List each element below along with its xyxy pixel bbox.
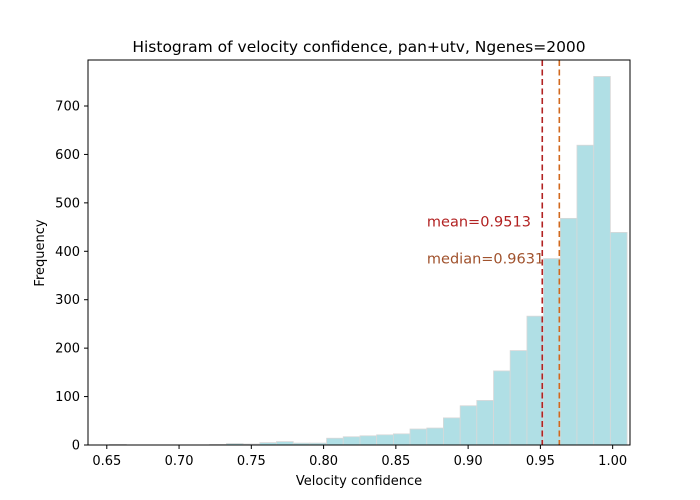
histogram-bar: [342, 436, 361, 446]
x-axis-title: Velocity confidence: [296, 474, 422, 489]
histogram-bar: [443, 417, 461, 446]
y-tick-label: 200: [55, 342, 80, 357]
histogram-bar: [326, 437, 344, 446]
y-tick-label: 600: [55, 148, 80, 163]
mean-annotation: mean=0.9513: [427, 214, 531, 230]
histogram-bar: [276, 441, 294, 446]
histogram-bar: [559, 217, 578, 446]
histogram-bar: [543, 258, 561, 446]
x-tick-label: 0.70: [165, 454, 194, 469]
median-annotation: median=0.9631: [427, 252, 544, 268]
y-axis-title: Frequency: [33, 219, 48, 286]
x-tick-label: 0.95: [526, 454, 555, 469]
y-axis: 0 100 200 300 400 500 600 700: [55, 100, 88, 454]
x-axis: 0.65 0.70 0.75 0.80 0.85 0.90 0.95 1.00: [92, 445, 627, 469]
histogram-bar: [493, 370, 511, 446]
x-tick-label: 0.65: [92, 454, 121, 469]
histogram-bar: [576, 144, 595, 446]
x-tick-label: 0.80: [309, 454, 338, 469]
annotations-layer: mean=0.9513 median=0.9631: [427, 214, 544, 267]
histogram-bar: [359, 435, 378, 446]
histogram-bar: [392, 433, 411, 446]
histogram-bar: [426, 427, 444, 446]
y-tick-label: 400: [55, 245, 80, 260]
histogram-bar: [509, 350, 528, 446]
x-tick-label: 1.00: [598, 454, 627, 469]
histogram-bar: [476, 400, 494, 446]
y-tick-label: 300: [55, 293, 80, 308]
x-tick-label: 0.75: [237, 454, 266, 469]
histogram-bar: [459, 405, 478, 446]
reference-lines-layer: [541, 60, 561, 445]
chart-title: Histogram of velocity confidence, pan+ut…: [132, 38, 585, 56]
histogram-bar: [593, 76, 611, 446]
histogram-bar: [409, 428, 428, 446]
histogram-bar: [609, 232, 628, 446]
plot-frame: [87, 59, 631, 446]
y-tick-label: 100: [55, 390, 80, 405]
x-tick-label: 0.90: [454, 454, 483, 469]
histogram-bar: [376, 434, 394, 446]
x-tick-label: 0.85: [381, 454, 410, 469]
bars-layer: [109, 76, 628, 446]
y-tick-label: 700: [55, 100, 80, 115]
y-tick-label: 0: [72, 439, 80, 454]
y-tick-label: 500: [55, 196, 80, 211]
histogram-bar: [526, 315, 544, 446]
